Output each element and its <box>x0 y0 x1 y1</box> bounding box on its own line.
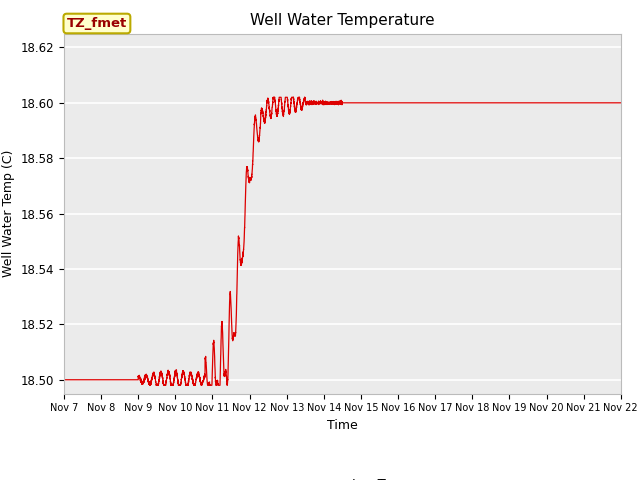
Text: TZ_fmet: TZ_fmet <box>67 17 127 30</box>
Legend: water_T: water_T <box>294 471 391 480</box>
Y-axis label: Well Water Temp (C): Well Water Temp (C) <box>2 150 15 277</box>
X-axis label: Time: Time <box>327 419 358 432</box>
Title: Well Water Temperature: Well Water Temperature <box>250 13 435 28</box>
